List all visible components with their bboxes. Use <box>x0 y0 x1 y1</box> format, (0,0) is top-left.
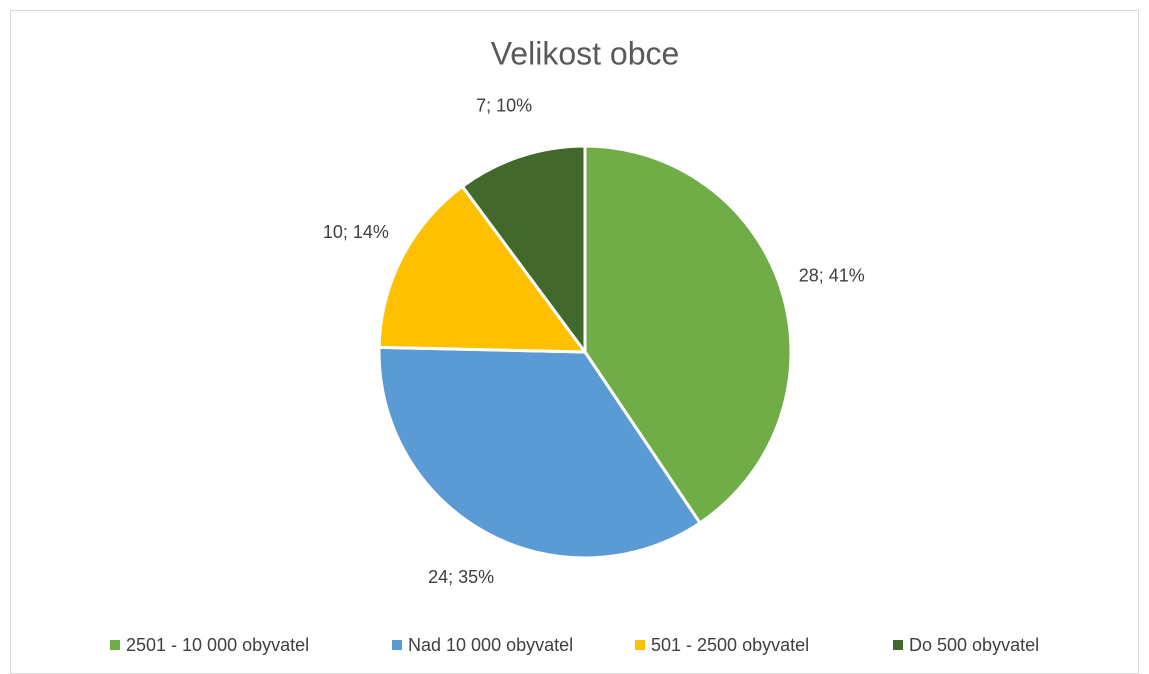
legend-swatch <box>392 640 402 650</box>
pie-slice <box>583 144 793 526</box>
pie-slice <box>460 144 587 357</box>
data-label: 28; 41% <box>799 266 865 286</box>
data-label: 10; 14% <box>323 222 389 242</box>
legend-swatch <box>893 640 903 650</box>
legend-label: 2501 - 10 000 obyvatel <box>126 635 309 655</box>
legend-label: Do 500 obyvatel <box>909 635 1039 655</box>
data-label: 7; 10% <box>476 96 532 116</box>
legend-swatch <box>110 640 120 650</box>
chart-title: Velikost obce <box>491 35 680 71</box>
pie-slice <box>377 184 589 354</box>
pie-slice <box>377 345 703 560</box>
legend-label: Nad 10 000 obyvatel <box>408 635 573 655</box>
data-label: 24; 35% <box>428 567 494 587</box>
legend-swatch <box>635 640 645 650</box>
legend-label: 501 - 2500 obyvatel <box>651 635 809 655</box>
